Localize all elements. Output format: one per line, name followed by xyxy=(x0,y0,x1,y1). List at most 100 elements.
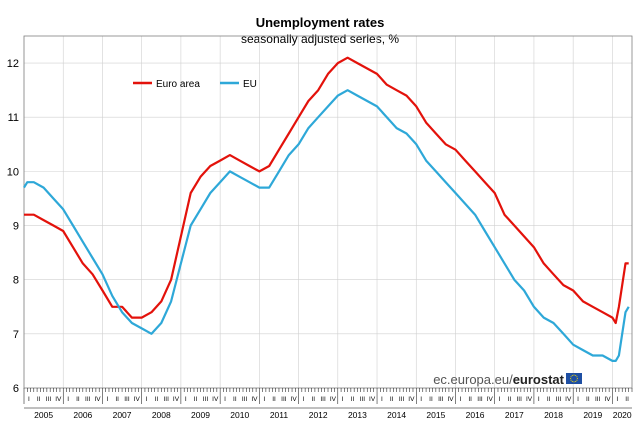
eu-flag-star xyxy=(573,381,575,383)
x-quarter-label: IV xyxy=(291,396,298,403)
x-quarter-label: I xyxy=(381,396,383,403)
x-quarter-label: III xyxy=(124,396,130,403)
x-year-label-2008: 2008 xyxy=(152,410,171,420)
x-quarter-label: III xyxy=(203,396,209,403)
x-quarter-label: IV xyxy=(251,396,258,403)
series-lines xyxy=(23,56,630,362)
chart-subtitle: seasonally adjusted series, % xyxy=(241,32,399,46)
x-quarter-label: IV xyxy=(173,396,180,403)
x-quarter-label: IV xyxy=(134,396,141,403)
chart-title: Unemployment rates xyxy=(256,15,385,30)
x-quarter-label: III xyxy=(399,396,405,403)
x-quarter-label: II xyxy=(155,396,159,403)
x-quarter-label: I xyxy=(420,396,422,403)
source-brand-text: eurostat xyxy=(513,372,565,387)
x-quarter-label: II xyxy=(508,396,512,403)
x-quarter-label: III xyxy=(360,396,366,403)
x-quarter-label: I xyxy=(67,396,69,403)
x-quarter-label: I xyxy=(303,396,305,403)
x-quarter-label: III xyxy=(46,396,52,403)
x-quarter-label: IV xyxy=(604,396,611,403)
series-line-euro-area xyxy=(24,56,629,325)
x-year-label-2015: 2015 xyxy=(426,410,445,420)
x-year-label-2009: 2009 xyxy=(191,410,210,420)
legend-eu-label: EU xyxy=(243,79,257,90)
x-year-label-2010: 2010 xyxy=(230,410,249,420)
x-quarter-label: IV xyxy=(526,396,533,403)
x-quarter-label: III xyxy=(85,396,91,403)
x-quarter-label: IV xyxy=(212,396,219,403)
x-quarter-label: III xyxy=(163,396,169,403)
x-year-label-2020: 2020 xyxy=(613,410,632,420)
x-year-label-2019: 2019 xyxy=(583,410,602,420)
x-quarter-label: I xyxy=(538,396,540,403)
x-year-label-2007: 2007 xyxy=(113,410,132,420)
x-quarter-label: II xyxy=(429,396,433,403)
x-year-label-2017: 2017 xyxy=(505,410,524,420)
x-quarter-label: II xyxy=(625,396,629,403)
x-quarter-label: I xyxy=(616,396,618,403)
x-quarter-label: I xyxy=(106,396,108,403)
y-tick-label-8: 8 xyxy=(13,275,19,287)
y-tick-label-11: 11 xyxy=(8,112,19,124)
x-year-label-2018: 2018 xyxy=(544,410,563,420)
x-quarter-label: IV xyxy=(408,396,415,403)
x-quarter-label: IV xyxy=(330,396,337,403)
x-quarter-label: I xyxy=(224,396,226,403)
x-year-label-2006: 2006 xyxy=(73,410,92,420)
eu-flag-icon xyxy=(566,373,582,384)
x-year-label-2013: 2013 xyxy=(348,410,367,420)
x-quarter-label: II xyxy=(233,396,237,403)
y-tick-label-12: 12 xyxy=(7,58,19,70)
x-quarter-label: I xyxy=(499,396,501,403)
x-quarter-label: I xyxy=(342,396,344,403)
x-quarter-label: III xyxy=(320,396,326,403)
x-quarter-label: IV xyxy=(487,396,494,403)
x-quarter-label: II xyxy=(272,396,276,403)
x-quarter-label: III xyxy=(242,396,248,403)
x-quarter-label: IV xyxy=(448,396,455,403)
svg-text:ec.europa.eu/eurostat: ec.europa.eu/eurostat xyxy=(433,372,564,387)
x-quarter-label: III xyxy=(556,396,562,403)
x-quarter-label: II xyxy=(547,396,551,403)
x-quarter-label: II xyxy=(76,396,80,403)
x-quarter-label: I xyxy=(577,396,579,403)
eu-flag-star xyxy=(576,376,578,378)
x-year-label-2014: 2014 xyxy=(387,410,406,420)
y-tick-label-6: 6 xyxy=(13,383,19,395)
x-quarter-label: IV xyxy=(565,396,572,403)
x-quarter-label: II xyxy=(586,396,590,403)
x-quarter-label: II xyxy=(351,396,355,403)
y-tick-label-9: 9 xyxy=(13,221,19,233)
x-year-label-2016: 2016 xyxy=(466,410,485,420)
x-year-label-2012: 2012 xyxy=(309,410,328,420)
eu-flag-star xyxy=(570,377,572,380)
x-quarter-label: III xyxy=(281,396,287,403)
x-quarter-label: II xyxy=(311,396,315,403)
x-quarter-label: IV xyxy=(94,396,101,403)
x-quarter-label: IV xyxy=(55,396,62,403)
y-tick-label-7: 7 xyxy=(13,329,19,341)
x-quarter-label: II xyxy=(37,396,41,403)
eu-flag-star xyxy=(570,379,572,381)
x-quarter-label: II xyxy=(194,396,198,403)
eu-flag-star xyxy=(571,375,573,377)
eu-flag-star xyxy=(573,374,575,376)
x-quarter-label: I xyxy=(28,396,30,403)
x-quarter-label: III xyxy=(477,396,483,403)
x-quarter-label: III xyxy=(595,396,601,403)
x-quarter-label: I xyxy=(146,396,148,403)
eu-flag-star xyxy=(575,375,577,377)
gridlines xyxy=(23,36,632,388)
source-credit: ec.europa.eu/eurostat xyxy=(433,372,582,387)
eu-flag-star xyxy=(575,380,577,382)
x-quarter-label: II xyxy=(390,396,394,403)
plot-frame xyxy=(23,35,633,389)
x-year-label-2005: 2005 xyxy=(34,410,53,420)
eu-flag-star xyxy=(576,379,578,381)
x-quarter-label: II xyxy=(115,396,119,403)
x-year-label-2011: 2011 xyxy=(270,410,289,420)
